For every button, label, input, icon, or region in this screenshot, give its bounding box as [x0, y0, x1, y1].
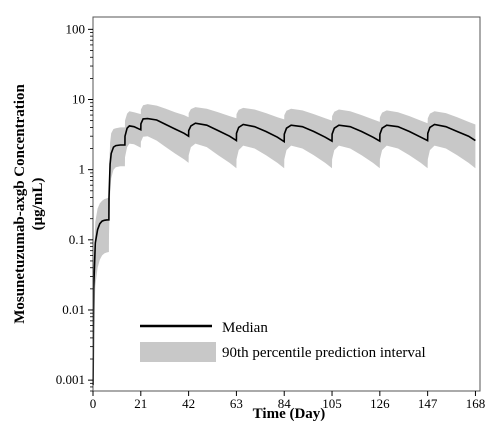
y-axis-title-line1: Mosunetuzumab-axgb Concentration	[12, 84, 28, 324]
x-tick-label: 126	[370, 396, 390, 411]
y-tick-label: 10	[72, 92, 85, 107]
x-tick-label: 84	[278, 396, 292, 411]
plot-frame	[92, 16, 481, 392]
y-tick-label: 0.001	[56, 372, 85, 387]
x-tick-label: 168	[466, 396, 486, 411]
prediction-interval-band	[93, 104, 476, 338]
y-tick-label: 0.01	[62, 302, 85, 317]
median-line	[92, 117, 476, 386]
legend: Median 90th percentile prediction interv…	[140, 320, 426, 362]
legend-interval-swatch	[140, 342, 216, 362]
x-tick-label: 0	[90, 396, 97, 411]
x-tick-label: 147	[418, 396, 438, 411]
y-tick-label: 100	[66, 21, 86, 36]
y-axis-ticks: 0.001 0.01 0.1 1 10 100	[56, 21, 93, 392]
y-axis-title: Mosunetuzumab-axgb Concentration (μg/mL)	[12, 84, 46, 324]
median-line-layer	[92, 117, 476, 386]
y-axis-title-line2: (μg/mL)	[30, 178, 46, 231]
x-axis-title: Time (Day)	[253, 406, 326, 422]
x-tick-label: 105	[322, 396, 342, 411]
y-tick-label: 1	[79, 162, 86, 177]
x-tick-label: 42	[182, 396, 195, 411]
prediction-interval-layer	[93, 104, 476, 338]
x-tick-label: 63	[230, 396, 243, 411]
legend-median-label: Median	[222, 320, 268, 336]
y-tick-label: 0.1	[69, 232, 85, 247]
x-axis-ticks: 0 21 42 63 84 105 126 147 168	[90, 391, 485, 411]
legend-interval-label: 90th percentile prediction interval	[222, 345, 426, 361]
x-tick-label: 21	[134, 396, 147, 411]
